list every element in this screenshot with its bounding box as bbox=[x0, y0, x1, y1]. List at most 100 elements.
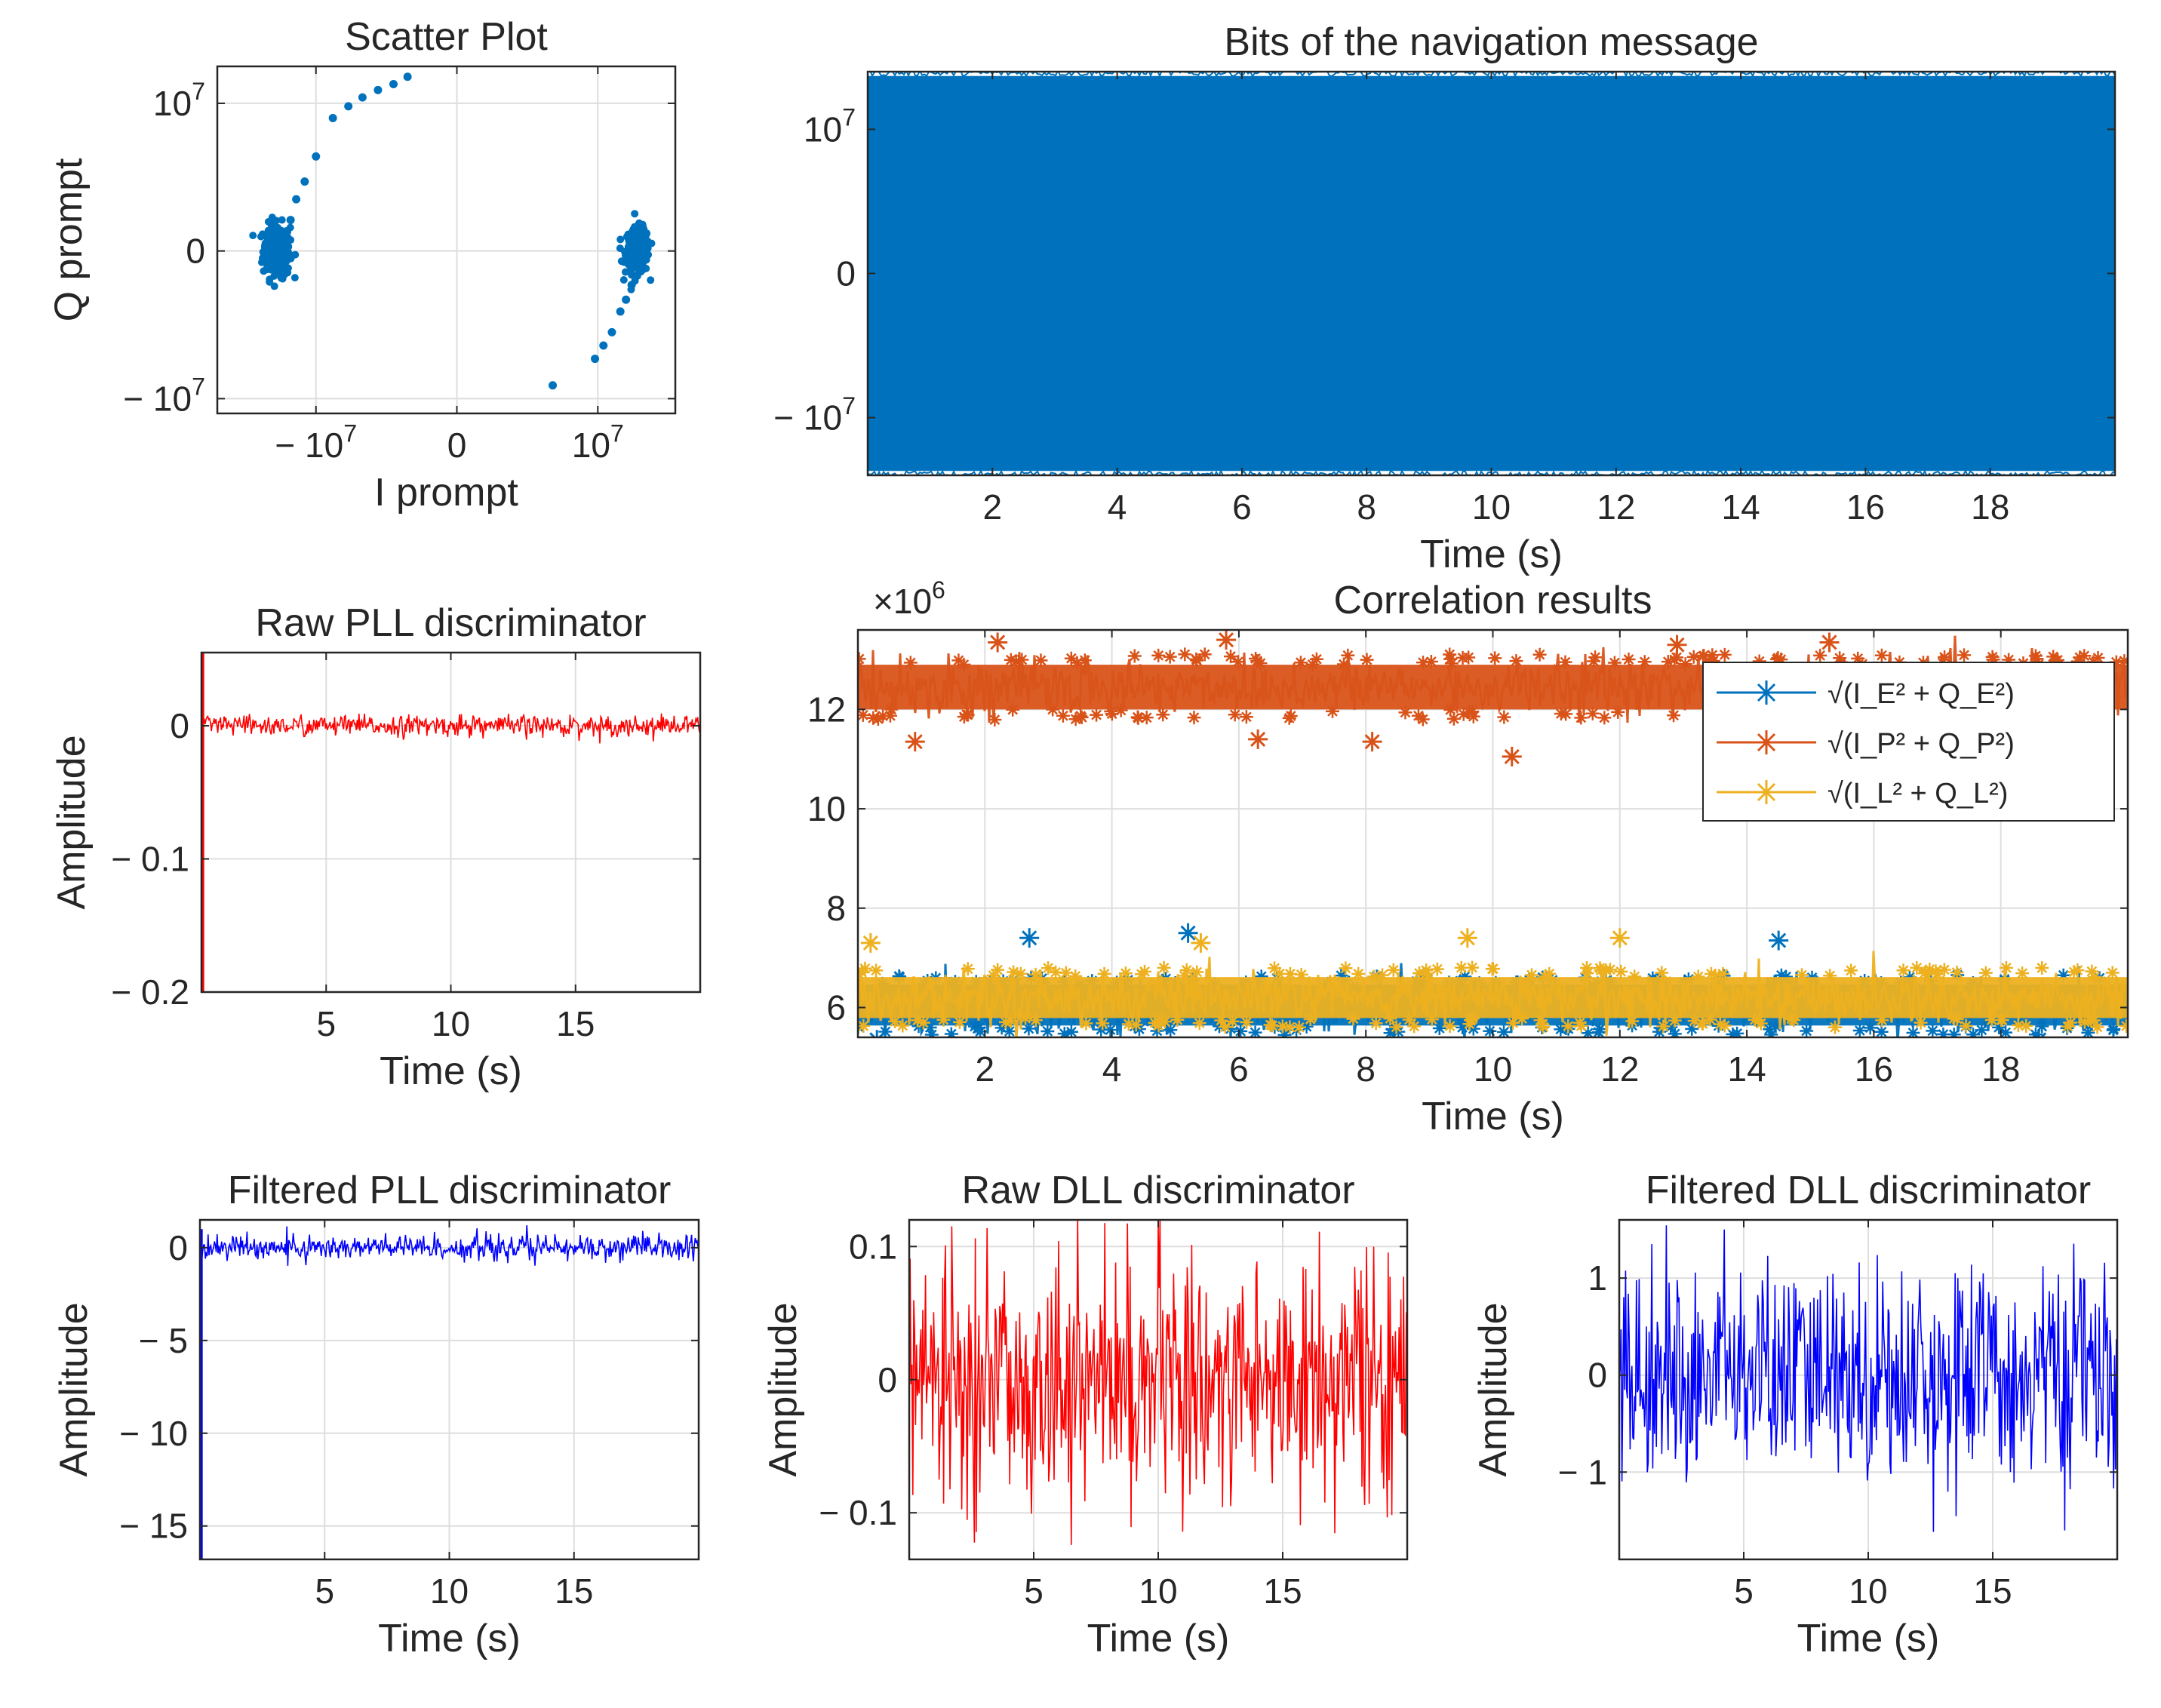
series-marker bbox=[1299, 1019, 1314, 1034]
y-tick-label: 107 bbox=[153, 78, 205, 123]
series-marker bbox=[1309, 652, 1323, 666]
series-marker bbox=[1004, 653, 1018, 667]
series-marker bbox=[1769, 1019, 1783, 1034]
series-marker bbox=[1090, 708, 1104, 722]
y-tick-label: 0 bbox=[878, 1360, 897, 1399]
series-marker bbox=[1240, 1015, 1254, 1029]
series-marker bbox=[1041, 1024, 1055, 1037]
x-axis-label: Time (s) bbox=[1422, 1095, 1564, 1138]
scatter-point bbox=[291, 250, 300, 259]
series-marker bbox=[1425, 1012, 1439, 1027]
signal-line bbox=[909, 1220, 1407, 1545]
series-marker bbox=[1554, 1022, 1568, 1037]
series-marker bbox=[1668, 1013, 1682, 1028]
series-marker bbox=[1057, 1027, 1071, 1037]
legend-marker bbox=[1754, 680, 1778, 705]
scatter-point bbox=[373, 85, 383, 94]
series-marker bbox=[1532, 647, 1547, 662]
y-axis-label: Amplitude bbox=[1471, 1302, 1515, 1476]
correlation-plot: 2 4 6 8 10 12 14 16 18 6 8 10 12 Correlation results T… bbox=[807, 576, 2129, 1138]
series-marker bbox=[1483, 1024, 1497, 1037]
series-marker bbox=[871, 711, 885, 726]
series-marker bbox=[1975, 1023, 1989, 1037]
chart-title: Filtered PLL discriminator bbox=[228, 1169, 672, 1212]
series-marker bbox=[892, 969, 906, 984]
series-marker bbox=[1383, 1026, 1397, 1037]
series-marker bbox=[1581, 1026, 1595, 1037]
series-marker bbox=[1611, 705, 1625, 719]
legend-label: √(I_E² + Q_E²) bbox=[1827, 678, 2015, 710]
scatter-point bbox=[260, 231, 269, 239]
series-marker bbox=[1593, 1022, 1607, 1037]
series-marker bbox=[2077, 1015, 2092, 1029]
series-marker bbox=[1497, 710, 1511, 724]
series-marker bbox=[1572, 1015, 1587, 1030]
series-marker bbox=[2109, 655, 2123, 669]
x-axis-label: Time (s) bbox=[1797, 1617, 1940, 1660]
series-marker bbox=[1163, 1023, 1178, 1037]
series-marker bbox=[858, 708, 870, 722]
series-marker bbox=[1875, 1013, 1889, 1028]
series-marker bbox=[1049, 965, 1063, 979]
series-marker bbox=[1713, 1017, 1727, 1031]
series-marker bbox=[1283, 708, 1298, 723]
series-marker bbox=[1652, 1024, 1666, 1037]
series-marker bbox=[1231, 655, 1245, 669]
series-marker bbox=[1687, 1014, 1701, 1028]
scatter-point bbox=[278, 216, 286, 224]
filtered-pll-plot: 5 10 15 − 15 − 10 − 5 0 Filtered PLL discrimina… bbox=[52, 1169, 700, 1660]
series-marker bbox=[2073, 650, 2087, 665]
x-tick-label: 8 bbox=[1356, 1049, 1376, 1089]
series-marker bbox=[1462, 650, 1476, 665]
series-marker bbox=[1223, 1021, 1237, 1036]
x-axis-label: I prompt bbox=[374, 471, 518, 515]
x-axis-label: Time (s) bbox=[378, 1617, 521, 1660]
series-marker bbox=[1554, 706, 1568, 720]
series-marker bbox=[1402, 1012, 1416, 1027]
series-marker bbox=[2061, 1019, 2075, 1034]
x-tick-label: 14 bbox=[1728, 1049, 1766, 1089]
chart-title: Raw PLL discriminator bbox=[255, 601, 646, 645]
scatter-point bbox=[599, 341, 608, 350]
y-tick-label: − 15 bbox=[119, 1507, 188, 1546]
series-marker bbox=[1929, 964, 1943, 978]
series-marker bbox=[1936, 1027, 1950, 1037]
series-marker bbox=[973, 1024, 988, 1037]
x-tick-label: 10 bbox=[1472, 487, 1511, 527]
x-tick-label: 2 bbox=[983, 487, 1003, 527]
y-axis-label: Amplitude bbox=[761, 1302, 805, 1476]
series-marker bbox=[936, 1012, 951, 1027]
series-marker bbox=[1407, 1019, 1422, 1034]
series-marker bbox=[884, 702, 899, 717]
signal-line bbox=[1619, 1225, 2117, 1532]
x-tick-label: 12 bbox=[1600, 1049, 1639, 1089]
series-marker bbox=[1386, 963, 1400, 977]
series-marker bbox=[1726, 1027, 1740, 1037]
series-marker bbox=[1656, 1019, 1671, 1034]
series-marker bbox=[1716, 966, 1730, 981]
series-marker bbox=[869, 963, 884, 978]
series-marker bbox=[1587, 654, 1601, 668]
series-marker bbox=[903, 656, 918, 670]
series-marker bbox=[1248, 729, 1268, 749]
x-tick-label: 10 bbox=[430, 1571, 469, 1611]
y-tick-label: − 0.1 bbox=[819, 1493, 897, 1532]
series-marker bbox=[2067, 965, 2081, 979]
scatter-point bbox=[403, 72, 412, 81]
y-tick-label: − 5 bbox=[139, 1321, 188, 1360]
series-marker bbox=[1190, 965, 1204, 979]
raw-dll-plot: 5 10 15 − 0.1 0 0.1 Raw DLL discriminator Time … bbox=[761, 1169, 1409, 1660]
series-marker bbox=[1664, 1020, 1678, 1034]
series-marker bbox=[1009, 654, 1023, 668]
series-marker bbox=[1910, 960, 1924, 975]
series-marker bbox=[1525, 968, 1539, 982]
x-tick-label: 6 bbox=[1232, 487, 1252, 527]
series-marker bbox=[1249, 651, 1263, 665]
series-marker bbox=[1585, 706, 1600, 720]
series-marker bbox=[961, 962, 975, 976]
series-marker bbox=[2077, 649, 2092, 663]
series-marker bbox=[1416, 656, 1430, 670]
legend-label: √(I_P² + Q_P²) bbox=[1827, 728, 2015, 760]
series-band bbox=[858, 977, 2128, 1018]
